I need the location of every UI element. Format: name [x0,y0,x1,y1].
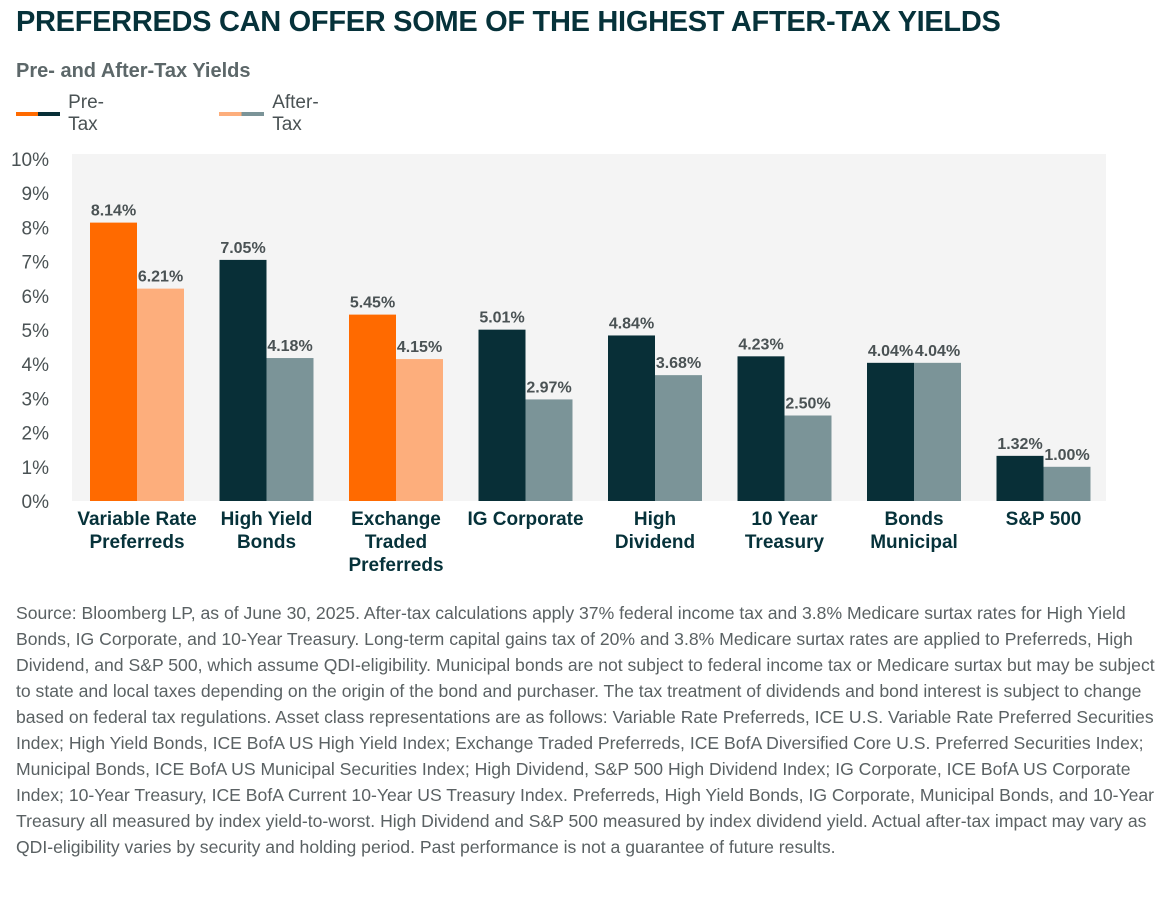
x-category-label: High Yield [221,509,313,530]
bar-after-tax [655,375,702,501]
bar-pre-tax [349,314,396,501]
data-label: 1.32% [997,436,1042,453]
bar-pre-tax [608,335,655,501]
bar-after-tax [137,288,184,501]
data-label: 4.04% [915,343,960,360]
data-label: 1.00% [1044,447,1089,464]
y-tick-label: 8% [22,218,50,239]
x-category-label: Exchange [351,509,441,530]
data-label: 2.50% [785,396,830,413]
x-category-label: Treasury [745,532,825,553]
x-category-label: Variable Rate [77,509,196,530]
data-label: 4.18% [267,338,312,355]
chart-subtitle: Pre- and After-Tax Yields [16,60,251,82]
source-note: Source: Bloomberg LP, as of June 30, 202… [16,603,1155,857]
bar-pre-tax [219,259,267,501]
x-category-label: Municipal [870,532,958,553]
data-label: 4.84% [609,315,654,332]
data-label: 5.01% [479,310,524,327]
data-label: 7.05% [220,240,265,257]
data-label: 4.15% [397,339,442,356]
page-title: PREFERREDS CAN OFFER SOME OF THE HIGHEST… [16,6,1001,38]
bar-pre-tax [478,329,526,501]
bar-after-tax [525,399,573,501]
data-label: 3.68% [656,355,701,372]
data-label: 4.23% [738,336,783,353]
yield-bar-chart: 0% 1% 2% 3% 4% 5% 6% 7% 8% 9% 10% 8.14% 6.21% Variabl… [11,150,1106,576]
legend-label-after-tax: After-Tax [272,92,319,135]
y-tick-label: 3% [22,389,50,410]
legend-swatch-after-tax [219,112,265,116]
y-tick-label: 1% [22,458,50,479]
data-label: 4.04% [868,343,913,360]
legend-item-pre-tax: Pre-Tax [16,92,118,135]
legend-label-pre-tax: Pre-Tax [68,92,105,135]
y-tick-label: 2% [22,424,50,445]
data-label: 2.97% [526,379,571,396]
bar-after-tax [396,359,443,501]
bar-after-tax [784,415,832,501]
y-tick-label: 4% [22,355,50,376]
legend-item-after-tax: After-Tax [219,92,331,135]
data-label: 5.45% [350,295,395,312]
x-category-label: Dividend [615,532,695,553]
data-label: 6.21% [138,269,183,286]
x-category-label: Bonds [237,532,296,553]
y-tick-label: 9% [22,184,50,205]
bar-pre-tax [996,455,1044,501]
x-category-label: IG Corporate [467,509,583,530]
x-category-label: Preferreds [89,532,184,553]
bar-pre-tax [90,222,137,501]
x-category-label: Preferreds [348,555,443,576]
y-tick-label: 6% [22,287,50,308]
y-tick-label: 7% [22,253,50,274]
bar-after-tax [266,358,314,501]
bar-pre-tax [867,362,914,501]
data-label: 8.14% [91,203,136,220]
bar-pre-tax [737,356,785,501]
bar-after-tax [1043,466,1091,501]
x-category-label: S&P 500 [1006,509,1082,530]
y-tick-label: 10% [11,150,49,171]
x-category-label: High [634,509,676,530]
y-tick-label: 0% [22,492,50,513]
x-category-label: Bonds [884,509,943,530]
bar-after-tax [914,362,961,501]
legend-swatch-pre-tax [16,112,61,116]
y-tick-label: 5% [22,321,50,342]
x-category-label: Traded [365,532,427,553]
x-category-label: 10 Year [751,509,818,530]
